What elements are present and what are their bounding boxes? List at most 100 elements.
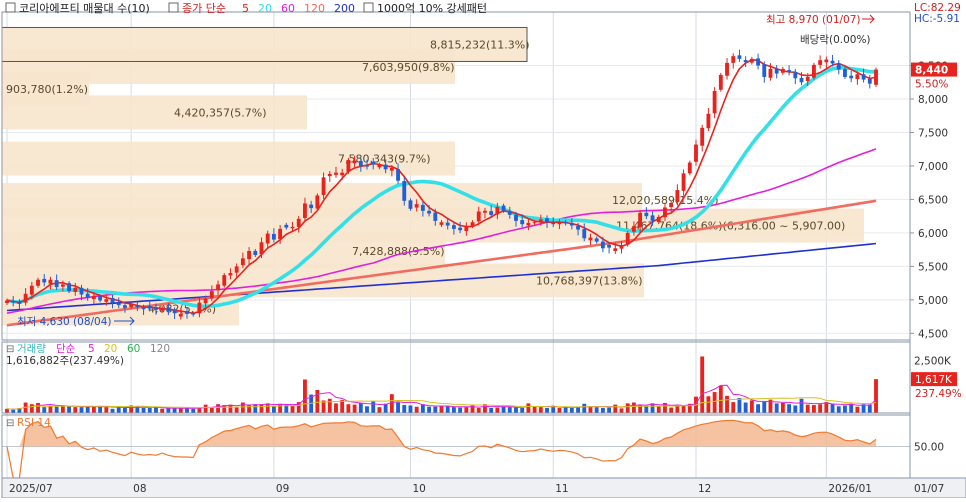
volume-bar (445, 406, 450, 413)
candle-body (346, 159, 351, 172)
volume-bar (774, 403, 779, 413)
volume-bar (706, 396, 711, 413)
volume-bar (358, 402, 363, 413)
candle-body (731, 56, 736, 63)
candle-body (154, 307, 158, 310)
volume-bar (669, 407, 674, 413)
volume-bar (619, 408, 624, 413)
candle-body (849, 75, 854, 79)
volume-bar (5, 408, 9, 413)
volume-bar (631, 402, 636, 413)
volume-bar (582, 403, 587, 413)
candle-body (669, 203, 674, 208)
volume-bar (290, 405, 295, 413)
candle-body (489, 211, 494, 215)
volume-bar (98, 405, 103, 413)
ma5-line (6, 59, 877, 315)
hc-readout: HC:-5.91 (914, 13, 960, 25)
volume-ma-period-20: 20 (104, 343, 117, 355)
volume-ma-period-60: 60 (127, 343, 140, 355)
x-tick-label: 08 (133, 483, 146, 495)
volume-bar (557, 407, 562, 413)
volume-bar (600, 407, 605, 413)
candle-body (216, 284, 220, 291)
volume-bar (812, 405, 816, 413)
volume-ma5-line (6, 384, 877, 410)
volume-bar (588, 406, 593, 413)
volume-bar (36, 402, 40, 413)
volume-bar (830, 403, 835, 413)
volume-bar (141, 407, 146, 413)
candle-body (507, 211, 512, 215)
volume-bar (315, 389, 320, 413)
candle-body (855, 74, 860, 80)
candle-body (98, 296, 103, 301)
volume-bar (346, 404, 351, 413)
ma-label: 종가 단순 (182, 2, 226, 15)
volume-bar (731, 402, 736, 413)
volume-bar (532, 406, 537, 413)
candle-body (687, 162, 692, 174)
volume-profile-label: 903,780(1.2%) (6, 83, 88, 96)
volume-bar (470, 405, 475, 413)
volume-bar (874, 379, 878, 413)
candle-body (284, 224, 289, 228)
candle-body (569, 222, 574, 226)
current-price-tag (911, 62, 957, 77)
title-checkbox-icon[interactable] (5, 2, 16, 13)
candle-body (650, 215, 655, 221)
ma120-line (6, 199, 877, 327)
candle-body (768, 68, 773, 78)
pattern-checkbox-icon[interactable] (363, 2, 374, 13)
volume-profile-label: 7,428,888(9.5%) (352, 245, 445, 258)
dividend-annotation: 배당락(0.00%) (800, 34, 871, 46)
volume-bar (284, 404, 289, 413)
candle-body (538, 219, 543, 222)
candle-body (712, 90, 717, 114)
ma60-line (6, 148, 877, 314)
x-tick-label: 01/07 (914, 483, 944, 495)
candle-body (160, 307, 165, 311)
ma-checkbox-icon[interactable] (168, 2, 179, 13)
volume-bar (123, 407, 127, 413)
volume-bar (675, 405, 680, 413)
y-tick-label: 5,500 (918, 261, 948, 273)
candle-body (427, 210, 432, 214)
candle-body (476, 211, 481, 222)
chart-title: 코리아에프티 매물대 수(10) (19, 2, 150, 15)
candle-body (29, 285, 34, 295)
volume-bar (191, 408, 196, 413)
volume-bar (756, 404, 760, 413)
volume-bar (501, 406, 506, 413)
candle-body (178, 313, 183, 317)
volume-bar (805, 404, 810, 413)
volume-bar (166, 407, 171, 413)
candle-body (725, 62, 729, 76)
candle-body (197, 302, 202, 314)
volume-bar (303, 379, 307, 413)
volume-value-tag (911, 372, 957, 387)
candle-body (290, 226, 295, 229)
volume-bar (743, 402, 748, 413)
candle-body (600, 241, 605, 249)
candle-body (594, 238, 599, 242)
volume-toggle-icon: ⊟ (6, 344, 14, 355)
volume-ma-period-5: 5 (88, 343, 95, 355)
volume-bar (79, 407, 84, 413)
candle-body (464, 226, 469, 232)
current-price-value: 8,440 (915, 65, 948, 77)
candle-body (439, 222, 444, 225)
volume-profile-label: 7,580,343(9.7%) (338, 153, 431, 166)
volume-bar (321, 400, 326, 413)
volume-bar (73, 407, 78, 413)
volume-bar (594, 407, 599, 413)
volume-bar (433, 406, 438, 413)
candle-body (545, 218, 549, 223)
volume-bar (625, 403, 630, 413)
volume-bar (749, 400, 754, 413)
ma-period-200: 200 (334, 2, 355, 15)
rsi-overbought-area (7, 420, 876, 447)
volume-readout: 1,616,882주(237.49%) (6, 355, 124, 367)
candle-body (371, 161, 376, 165)
